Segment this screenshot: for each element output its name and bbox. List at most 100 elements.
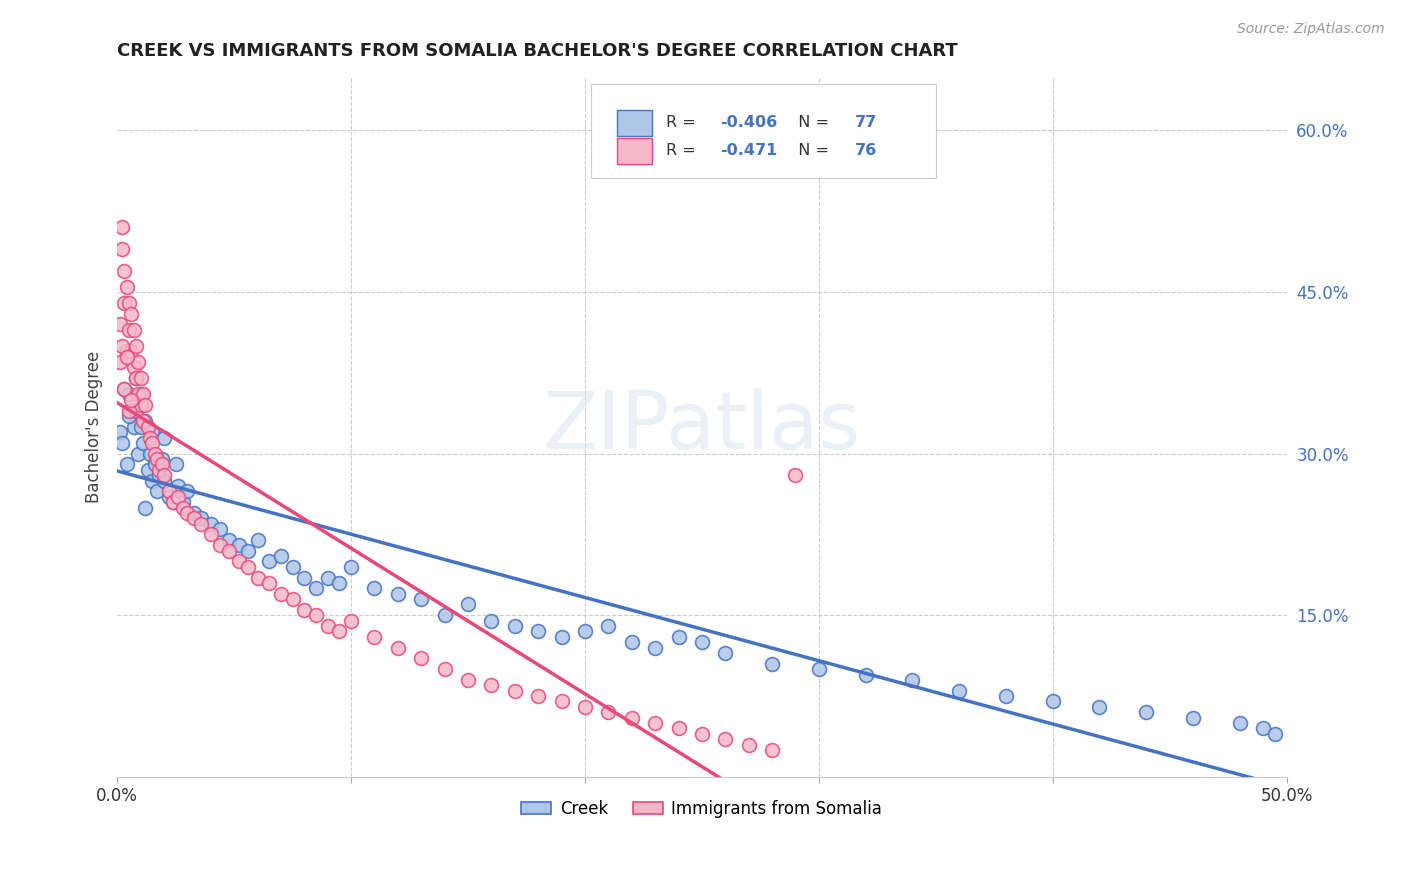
Point (1135, 705, 1157, 719)
Point (481, 614, 503, 628)
Point (122, 419, 145, 434)
Text: R =: R = (665, 115, 700, 130)
Point (120, 403, 142, 417)
Point (157, 484, 180, 499)
Point (115, 344, 138, 359)
Point (328, 576, 350, 591)
Text: R =: R = (665, 144, 700, 159)
Point (125, 339, 148, 353)
Point (165, 458, 187, 472)
Point (481, 678, 503, 692)
Point (527, 624, 550, 639)
Point (363, 630, 385, 644)
Point (111, 220, 134, 235)
Point (209, 538, 232, 552)
Point (714, 646, 737, 660)
Point (761, 743, 783, 757)
Point (157, 490, 180, 504)
Point (172, 500, 194, 515)
Point (172, 495, 194, 509)
Text: ZIPatlas: ZIPatlas (543, 388, 860, 466)
Point (143, 447, 166, 461)
Point (411, 592, 433, 607)
Point (644, 640, 666, 655)
Point (200, 516, 222, 531)
Point (120, 392, 142, 407)
Point (668, 630, 690, 644)
Point (112, 296, 135, 310)
Text: 77: 77 (855, 115, 877, 130)
Point (183, 511, 205, 525)
Point (690, 727, 713, 741)
Point (141, 436, 163, 450)
Point (122, 323, 145, 337)
Point (141, 474, 163, 488)
Point (281, 559, 304, 574)
Point (527, 689, 550, 703)
Point (148, 463, 170, 477)
Point (167, 479, 190, 493)
Point (146, 452, 169, 467)
Point (433, 662, 456, 676)
Point (129, 398, 152, 412)
Point (111, 339, 134, 353)
Point (176, 484, 198, 499)
Point (115, 350, 138, 364)
Point (1182, 710, 1205, 724)
Point (690, 635, 713, 649)
Point (761, 657, 783, 671)
Point (108, 425, 131, 439)
Point (503, 683, 526, 698)
Point (901, 673, 924, 687)
Point (387, 640, 409, 655)
Point (118, 323, 141, 337)
Point (108, 355, 131, 369)
Point (150, 458, 173, 472)
Point (228, 554, 250, 568)
Point (316, 619, 339, 633)
Point (136, 419, 159, 434)
Point (127, 387, 149, 401)
Point (141, 425, 163, 439)
Point (129, 387, 152, 401)
Point (129, 371, 152, 385)
Point (125, 371, 148, 385)
Point (112, 382, 135, 396)
Point (737, 738, 759, 752)
Point (550, 694, 572, 708)
Point (218, 543, 240, 558)
Point (457, 673, 479, 687)
Point (120, 344, 142, 359)
Point (132, 387, 155, 401)
Text: 76: 76 (855, 144, 877, 159)
Point (115, 279, 138, 293)
Point (167, 490, 190, 504)
Point (118, 296, 141, 310)
Point (176, 506, 198, 520)
Point (127, 447, 149, 461)
Point (550, 630, 572, 644)
Point (115, 458, 138, 472)
Point (340, 614, 363, 628)
Point (218, 533, 240, 547)
Point (270, 587, 292, 601)
Point (363, 582, 385, 596)
Point (644, 716, 666, 731)
Point (112, 263, 135, 277)
Point (305, 608, 328, 623)
Point (503, 619, 526, 633)
Point (111, 242, 134, 256)
Point (200, 527, 222, 541)
Point (132, 414, 155, 428)
Point (112, 382, 135, 396)
Point (190, 516, 212, 531)
Point (134, 500, 156, 515)
Point (574, 699, 596, 714)
Point (136, 463, 159, 477)
Point (120, 307, 142, 321)
Point (1251, 722, 1274, 736)
Point (146, 484, 169, 499)
Point (785, 468, 807, 483)
Point (1264, 727, 1286, 741)
Text: N =: N = (789, 115, 835, 130)
